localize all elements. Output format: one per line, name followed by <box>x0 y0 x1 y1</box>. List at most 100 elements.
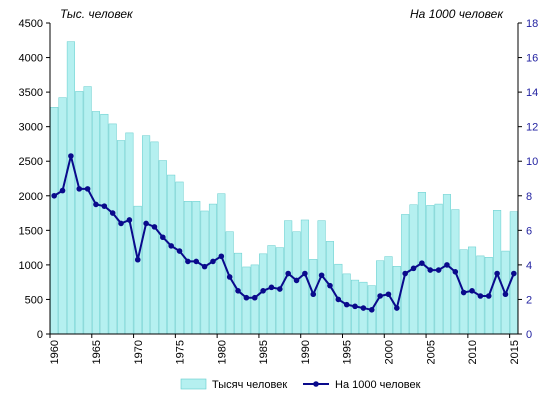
point-1989 <box>293 277 300 284</box>
point-1961 <box>59 187 66 194</box>
point-2008 <box>452 269 459 275</box>
point-2007 <box>444 262 450 268</box>
point-1993 <box>327 282 333 289</box>
bar-1963 <box>75 91 84 335</box>
bar-1967 <box>108 123 117 335</box>
line-series <box>51 153 517 313</box>
point-1976 <box>185 258 191 265</box>
right-axis-unit-label: На 1000 человек <box>410 7 504 21</box>
legend: Тысяч человек На 1000 человек <box>180 378 421 391</box>
point-2013 <box>494 270 500 277</box>
point-1990 <box>302 270 308 277</box>
x-axis-tick-labels: 1960 1965 1970 1975 1980 1985 1990 1995 2000 2005… <box>49 340 521 364</box>
point-1981 <box>226 274 233 280</box>
bar-1972 <box>150 141 159 335</box>
right-tick-label: 10 <box>526 156 538 168</box>
point-1982 <box>235 288 241 294</box>
point-1970 <box>134 256 141 263</box>
bar-1968 <box>117 140 126 335</box>
right-tick-label: 4 <box>526 260 532 272</box>
point-1986 <box>268 284 275 291</box>
left-tick-label: 2000 <box>19 191 43 203</box>
right-tick-label: 18 <box>526 18 538 30</box>
left-axis-unit-label: Тыс. человек <box>60 7 134 21</box>
x-tick-label: 1960 <box>49 340 61 364</box>
point-1962 <box>68 153 74 159</box>
right-tick-label: 12 <box>526 122 538 134</box>
point-2005 <box>427 267 434 273</box>
point-1971 <box>143 220 149 227</box>
point-1999 <box>377 293 383 299</box>
point-2015 <box>511 270 517 277</box>
legend-line-marker <box>313 381 319 387</box>
x-tick-label: 1965 <box>91 340 103 364</box>
left-tick-label: 4500 <box>19 18 43 30</box>
right-tick-label: 14 <box>526 87 538 99</box>
x-tick-label: 1995 <box>342 340 354 364</box>
point-2012 <box>485 293 492 299</box>
point-2004 <box>419 260 425 266</box>
right-tick-label: 8 <box>526 191 532 203</box>
axes <box>46 22 522 338</box>
right-tick-label: 2 <box>526 294 532 306</box>
bar-1962 <box>66 41 75 335</box>
point-1975 <box>176 248 183 254</box>
point-1983 <box>243 294 250 301</box>
point-1974 <box>168 243 174 249</box>
point-1973 <box>160 234 166 241</box>
point-1985 <box>260 288 266 294</box>
bar-1965 <box>91 111 101 335</box>
right-tick-label: 6 <box>526 225 532 237</box>
bar-1970 <box>133 205 142 335</box>
point-1998 <box>368 307 375 313</box>
point-2006 <box>435 267 442 273</box>
bar-1974 <box>167 174 176 335</box>
point-1963 <box>76 186 83 192</box>
point-1968 <box>118 220 124 227</box>
point-2000 <box>385 291 392 298</box>
right-tick-label: 0 <box>526 329 532 341</box>
point-1972 <box>151 224 158 230</box>
point-1984 <box>251 294 258 301</box>
left-tick-label: 1500 <box>19 225 43 237</box>
legend-bar-swatch <box>180 378 207 390</box>
point-2010 <box>469 288 475 294</box>
point-1992 <box>318 272 325 279</box>
left-tick-label: 2500 <box>19 156 43 168</box>
point-2014 <box>502 291 509 298</box>
bar-1975 <box>175 181 184 335</box>
point-2003 <box>410 265 417 272</box>
left-axis-tick-labels: 0 500 1000 1500 2000 2500 3000 3500 4000 4500 <box>19 18 43 341</box>
left-tick-label: 3000 <box>19 122 43 134</box>
bar-1960 <box>50 107 59 335</box>
point-1988 <box>285 270 291 277</box>
x-tick-label: 2000 <box>383 340 395 364</box>
point-1978 <box>201 263 208 270</box>
bar-1961 <box>58 97 67 335</box>
point-2009 <box>460 289 467 296</box>
point-1995 <box>343 301 350 308</box>
point-1977 <box>193 258 200 265</box>
right-axis-tick-labels: 0 2 4 6 8 10 12 14 16 18 <box>526 18 538 341</box>
bar-1976 <box>183 201 192 335</box>
point-1996 <box>352 303 358 310</box>
point-1964 <box>84 186 91 192</box>
point-1960 <box>51 192 57 199</box>
x-tick-label: 2005 <box>425 340 437 364</box>
bar-1979 <box>208 203 218 335</box>
point-1979 <box>210 258 216 265</box>
x-tick-label: 1980 <box>216 340 228 364</box>
bar-1964 <box>83 86 92 335</box>
point-1991 <box>310 291 317 298</box>
left-tick-label: 3500 <box>19 87 43 99</box>
point-1969 <box>126 217 133 223</box>
point-1987 <box>277 286 283 292</box>
x-tick-label: 1975 <box>175 340 187 364</box>
point-2002 <box>402 270 408 277</box>
legend-line-label: На 1000 человек <box>335 379 421 391</box>
x-tick-label: 2010 <box>467 340 479 364</box>
left-tick-label: 1000 <box>19 260 43 272</box>
x-tick-label: 1985 <box>258 340 270 364</box>
point-1965 <box>93 201 99 208</box>
